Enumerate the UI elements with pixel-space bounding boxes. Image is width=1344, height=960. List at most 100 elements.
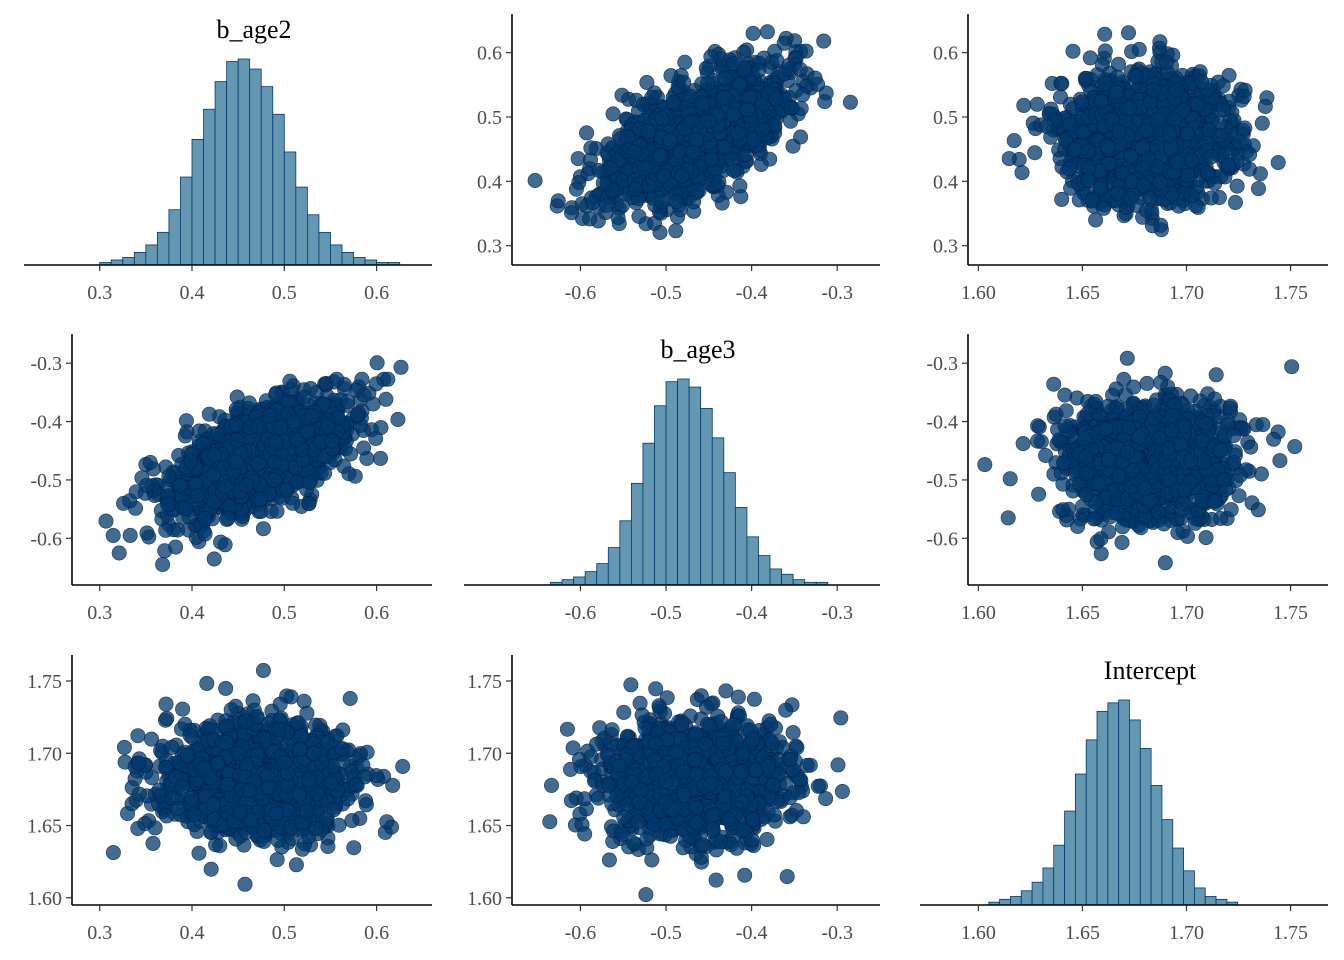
x-tick-label: -0.5 <box>650 282 682 304</box>
scatter-point <box>783 113 799 129</box>
scatter-point <box>792 61 808 77</box>
histogram-bar <box>792 579 806 586</box>
histogram-bar <box>619 520 632 586</box>
histogram-bar <box>133 252 147 266</box>
histogram-bar <box>203 108 216 266</box>
scatter-point <box>217 479 233 495</box>
scatter-point <box>1067 141 1083 157</box>
scatter-point <box>699 76 715 92</box>
histogram-bar <box>249 68 262 266</box>
scatter-point <box>190 487 206 503</box>
scatter-point <box>286 414 302 430</box>
scatter-point <box>527 173 543 189</box>
scatter-point <box>172 477 188 493</box>
scatter-point <box>1111 124 1127 140</box>
scatter-point <box>369 355 385 371</box>
x-tick-label: 1.65 <box>1065 282 1100 304</box>
scatter-point <box>340 393 356 409</box>
scatter-point <box>1253 466 1269 482</box>
scatter-point <box>1216 101 1232 117</box>
scatter-point <box>769 53 785 69</box>
scatter-point <box>652 225 668 241</box>
histogram-bar <box>630 482 644 586</box>
panel-1-0: 0.3 0.4 0.5 0.6-0.6-0.5-0.4-0.3 <box>30 334 432 624</box>
scatter-point <box>1207 391 1223 407</box>
scatter-point <box>301 496 317 512</box>
scatter-point <box>1062 117 1078 133</box>
scatter-point <box>1150 111 1166 127</box>
x-tick-label: 1.70 <box>1169 282 1204 304</box>
scatter-point <box>1097 43 1113 59</box>
scatter-point <box>627 181 643 197</box>
scatter-point <box>142 454 158 470</box>
histogram-bar <box>596 563 609 586</box>
histogram-bars-b_age2 <box>99 58 401 266</box>
scatter-point <box>1201 122 1217 138</box>
scatter-point <box>688 132 704 148</box>
scatter-point <box>810 76 826 92</box>
scatter-point <box>266 472 282 488</box>
y-tick-label: -0.6 <box>30 528 62 550</box>
scatter-point <box>716 140 732 156</box>
x-tick-label: 1.60 <box>961 282 996 304</box>
scatter-point <box>733 189 749 205</box>
scatter-point <box>329 371 345 387</box>
scatter-point <box>768 91 784 107</box>
scatter-point <box>798 43 814 59</box>
scatter-point <box>626 144 642 160</box>
scatter-point <box>662 132 678 148</box>
scatter-point <box>701 113 717 129</box>
scatter-point <box>614 87 630 103</box>
scatter-point <box>755 122 771 138</box>
scatter-point <box>181 522 197 538</box>
scatter-point <box>1236 89 1252 105</box>
scatter-point <box>1194 74 1210 90</box>
panel-1-2: 1.60 1.65 1.70 1.75-0.6-0.5-0.4-0.3 <box>926 334 1328 624</box>
scatter-point <box>1237 120 1253 136</box>
scatter-point <box>1014 165 1030 181</box>
scatter-point <box>1108 381 1124 397</box>
scatter-point <box>1111 56 1127 72</box>
scatter-point <box>183 453 199 469</box>
scatter-point <box>725 55 741 71</box>
scatter-point <box>605 106 621 122</box>
x-tick-label: -0.4 <box>736 602 768 624</box>
scatter-point <box>336 458 352 474</box>
scatter-point <box>568 181 584 197</box>
x-tick-label: 0.3 <box>87 602 112 624</box>
scatter-point <box>583 140 599 156</box>
scatter-point <box>1015 436 1031 452</box>
scatter-point <box>273 420 289 436</box>
scatter-point <box>1180 168 1196 184</box>
x-tick-label: -0.6 <box>565 282 597 304</box>
scatter-point <box>122 527 138 543</box>
scatter-point <box>759 24 775 40</box>
scatter-point <box>206 551 222 567</box>
scatter-point <box>1242 146 1258 162</box>
scatter-point <box>1054 191 1070 207</box>
scatter-point <box>1110 185 1126 201</box>
histogram-bar <box>746 536 759 586</box>
scatter-point <box>228 401 244 417</box>
scatter-point <box>1221 157 1237 173</box>
scatter-point <box>1093 546 1109 562</box>
histogram-bar <box>180 176 193 266</box>
scatter-point <box>356 440 372 456</box>
scatter-point <box>1053 75 1069 91</box>
scatter-point <box>817 94 833 110</box>
scatter-point <box>1270 155 1286 171</box>
histogram-bar <box>723 472 736 586</box>
scatter-point <box>1170 154 1186 170</box>
scatter-point <box>1169 82 1185 98</box>
scatter-point <box>795 87 811 103</box>
scatter-point <box>1254 115 1270 131</box>
y-tick-label: -0.5 <box>30 470 62 492</box>
histogram-bar <box>607 547 621 586</box>
scatter-point <box>300 424 316 440</box>
y-tick-label: -0.3 <box>30 353 62 375</box>
scatter-point <box>1208 367 1224 383</box>
scatter-point <box>279 482 295 498</box>
y-tick-label: 0.6 <box>477 43 502 65</box>
scatter-point <box>1161 126 1177 142</box>
scatter-point <box>563 205 579 221</box>
